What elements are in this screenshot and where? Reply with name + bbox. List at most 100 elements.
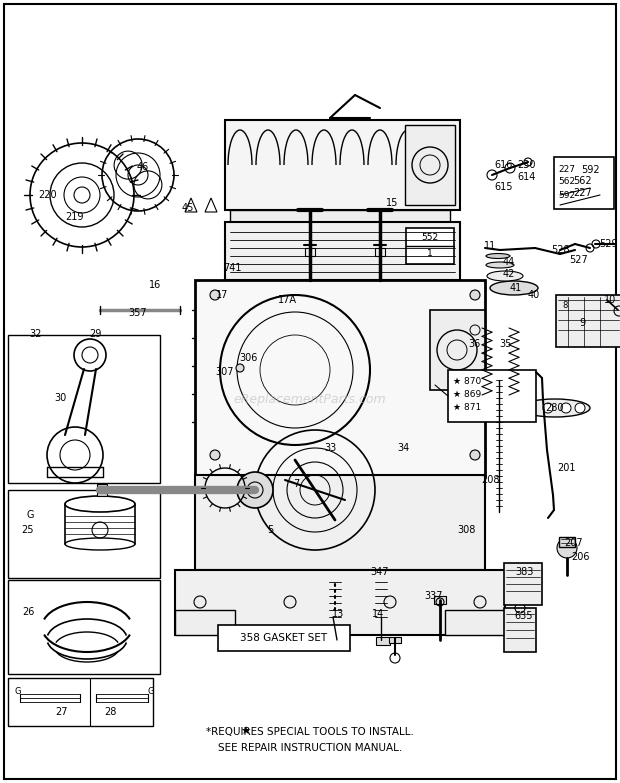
Text: 616: 616 [495,160,513,170]
Text: 41: 41 [510,283,522,293]
Text: 11: 11 [484,241,496,251]
Bar [556,295,620,347]
Text: 7: 7 [293,479,299,489]
Text: 207: 207 [565,538,583,548]
Circle shape [525,403,535,413]
Text: G: G [26,510,33,520]
Circle shape [470,450,480,460]
Text: 615: 615 [495,182,513,192]
Text: 45: 45 [182,203,194,213]
Bar [97,484,107,496]
Bar [8,490,160,578]
Text: 42: 42 [503,269,515,279]
Ellipse shape [486,254,510,258]
Text: 29: 29 [89,329,101,339]
Text: 208: 208 [480,475,499,485]
Text: 16: 16 [149,280,161,290]
Text: 230: 230 [518,160,536,170]
Ellipse shape [520,399,590,417]
Text: 26: 26 [22,607,34,617]
Circle shape [557,538,577,558]
Text: 28: 28 [104,707,116,717]
Text: 206: 206 [571,552,589,562]
Text: 201: 201 [557,463,575,473]
Circle shape [210,450,220,460]
Text: 337: 337 [425,591,443,601]
Text: 9: 9 [579,318,585,328]
Bar [389,637,401,643]
Bar [305,248,315,256]
Text: 562: 562 [574,176,592,186]
Circle shape [284,596,296,608]
Text: 347: 347 [371,567,389,577]
Circle shape [194,596,206,608]
Text: eReplacementParts.com: eReplacementParts.com [234,394,386,406]
Text: 227: 227 [574,188,592,198]
Bar [328,637,342,645]
Circle shape [575,403,585,413]
Bar [225,120,460,210]
Circle shape [237,472,273,508]
Text: 35: 35 [500,339,512,349]
Text: G: G [15,687,21,695]
Text: ★: ★ [240,727,250,737]
Text: 358 GASKET SET: 358 GASKET SET [241,633,327,643]
Bar [504,608,536,652]
Text: 383: 383 [515,567,533,577]
Text: 5: 5 [267,525,273,535]
Bar [175,610,235,635]
Bar [8,580,160,674]
Circle shape [543,403,553,413]
Text: 15: 15 [386,198,398,208]
Text: G: G [148,687,154,695]
Text: 8: 8 [562,301,567,311]
Ellipse shape [490,281,538,295]
Text: 529: 529 [599,239,618,249]
Text: 13: 13 [332,609,344,619]
Bar [195,280,485,475]
Text: 34: 34 [397,443,409,453]
Text: ★ 871: ★ 871 [453,402,481,412]
Bar [430,310,485,390]
Text: SEE REPAIR INSTRUCTION MANUAL.: SEE REPAIR INSTRUCTION MANUAL. [218,743,402,753]
Text: 219: 219 [66,212,84,222]
Text: 46: 46 [137,162,149,172]
Bar [376,637,390,645]
Circle shape [561,403,571,413]
Text: 32: 32 [30,329,42,339]
Text: 357: 357 [129,308,148,318]
Text: 10: 10 [604,295,616,305]
Circle shape [210,290,220,300]
Text: 308: 308 [457,525,475,535]
Text: 552: 552 [422,233,438,241]
Bar [445,610,505,635]
Bar [559,537,575,547]
Text: ★ 870: ★ 870 [453,377,481,385]
Text: 33: 33 [324,443,336,453]
Bar [230,210,450,222]
Bar [405,125,455,205]
Text: 741: 741 [223,263,241,273]
Ellipse shape [486,262,514,268]
Text: 280: 280 [546,403,564,413]
Bar [218,625,350,651]
Bar [406,228,454,264]
Bar [375,248,385,256]
Text: *REQUIRES SPECIAL TOOLS TO INSTALL.: *REQUIRES SPECIAL TOOLS TO INSTALL. [206,727,414,737]
Text: 306: 306 [239,353,257,363]
Bar [195,475,485,570]
Bar [225,222,460,280]
Text: 614: 614 [518,172,536,182]
Text: 220: 220 [38,190,57,200]
Ellipse shape [487,271,523,281]
Text: 635: 635 [515,611,533,621]
Bar [8,335,160,483]
Text: 25: 25 [22,525,34,535]
Text: 17A: 17A [278,295,296,305]
Text: 528: 528 [551,245,569,255]
Text: 40: 40 [528,290,540,300]
Bar [554,157,614,209]
Text: 30: 30 [54,393,66,403]
Text: 592: 592 [558,190,575,200]
Text: 27: 27 [56,707,68,717]
